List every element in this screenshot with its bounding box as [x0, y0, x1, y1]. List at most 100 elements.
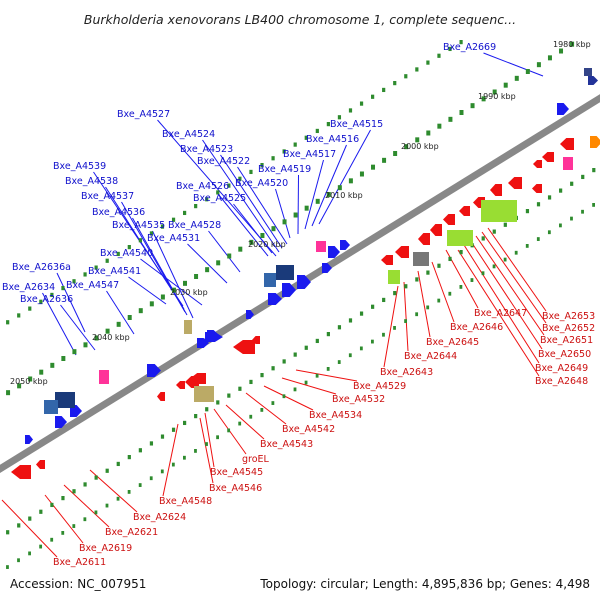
gene-label-reverse[interactable]: Bxe_A4534	[309, 410, 362, 421]
hypothetical-feature[interactable]	[276, 265, 294, 280]
reverse-gene-arrow[interactable]	[11, 465, 31, 479]
gene-label-reverse[interactable]: Bxe_A2652	[542, 323, 595, 334]
reverse-gene-arrow[interactable]	[443, 214, 455, 225]
gene-label-forward[interactable]: Bxe_A4540	[100, 248, 153, 259]
gene-label-reverse[interactable]: Bxe_A2647	[474, 308, 527, 319]
gene-label-reverse[interactable]: Bxe_A2651	[540, 335, 593, 346]
gene-label-reverse[interactable]: Bxe_A4548	[159, 496, 212, 507]
gene-label-forward[interactable]: Bxe_A4526	[176, 181, 229, 192]
gene-label-forward[interactable]: Bxe_A4531	[147, 233, 200, 244]
misc-feature[interactable]	[194, 386, 214, 402]
gene-label-forward[interactable]: Bxe_A4538	[65, 176, 118, 187]
reverse-gene-arrow[interactable]	[542, 152, 554, 162]
gene-label-reverse[interactable]: Bxe_A2644	[404, 351, 457, 362]
scale-tick-mark	[39, 369, 44, 375]
forward-gene-arrow[interactable]	[205, 332, 223, 342]
gene-label-forward[interactable]: Bxe_A4536	[92, 207, 145, 218]
gene-label-reverse[interactable]: Bxe_A4545	[210, 467, 263, 478]
gene-label-reverse[interactable]: Bxe_A2624	[133, 512, 186, 523]
gene-label-forward[interactable]: Bxe_A4519	[258, 164, 311, 175]
gene-label-reverse[interactable]: Bxe_A2650	[538, 349, 591, 360]
gene-label-forward[interactable]: Bxe_A4547	[66, 280, 119, 291]
gene-label-reverse[interactable]: Bxe_A2619	[79, 543, 132, 554]
forward-gene-arrow[interactable]	[588, 76, 598, 85]
forward-gene-arrow[interactable]	[322, 263, 332, 273]
gene-label-reverse[interactable]: Bxe_A2621	[105, 527, 158, 538]
gene-label-reverse[interactable]: Bxe_A2649	[535, 363, 588, 374]
gene-label-reverse[interactable]: Bxe_A2646	[450, 322, 503, 333]
reverse-gene-arrow[interactable]	[176, 381, 185, 389]
gene-label-forward[interactable]: Bxe_A4541	[88, 266, 141, 277]
gene-label-forward[interactable]: Bxe_A4520	[235, 178, 288, 189]
gene-label-forward[interactable]: Bxe_A4523	[180, 144, 233, 155]
label-leader-line	[140, 258, 203, 306]
forward-gene-arrow[interactable]	[268, 293, 282, 305]
hypothetical-feature[interactable]	[264, 273, 276, 287]
reverse-gene-arrow[interactable]	[508, 177, 522, 189]
pseudogene-feature[interactable]	[563, 157, 573, 170]
reverse-gene-arrow[interactable]	[490, 184, 502, 196]
forward-gene-arrow[interactable]	[55, 416, 67, 428]
gene-label-forward[interactable]: Bxe_A4524	[162, 129, 215, 140]
gene-label-forward[interactable]: Bxe_A4528	[168, 220, 221, 231]
gene-label-reverse[interactable]: Bxe_A4546	[209, 483, 262, 494]
pseudogene-feature[interactable]	[99, 370, 109, 384]
gene-label-forward[interactable]: Bxe_A2636	[20, 294, 73, 305]
gene-label-reverse[interactable]: Bxe_A2645	[426, 337, 479, 348]
reverse-gene-arrow[interactable]	[252, 336, 260, 344]
gene-label-reverse[interactable]: Bxe_A4543	[260, 439, 313, 450]
gene-label-forward[interactable]: Bxe_A2636a	[12, 262, 71, 273]
reverse-gene-arrow[interactable]	[157, 392, 165, 401]
reverse-gene-arrow[interactable]	[381, 255, 393, 265]
gene-label-reverse[interactable]: Bxe_A4542	[282, 424, 335, 435]
label-leader-line	[417, 270, 431, 338]
gene-label-forward[interactable]: Bxe_A4515	[330, 119, 383, 130]
reverse-gene-arrow[interactable]	[459, 206, 470, 216]
gene-label-reverse[interactable]: Bxe_A2611	[53, 557, 106, 568]
reverse-gene-arrow[interactable]	[36, 460, 45, 469]
gene-label-forward[interactable]: Bxe_A4527	[117, 109, 170, 120]
misc-feature[interactable]	[184, 320, 192, 334]
gene-label-reverse[interactable]: Bxe_A2653	[542, 311, 595, 322]
forward-gene-arrow[interactable]	[297, 275, 311, 289]
reverse-gene-arrow[interactable]	[532, 184, 542, 193]
gene-label-reverse[interactable]: groEL	[242, 454, 270, 465]
reverse-gene-arrow[interactable]	[560, 138, 574, 150]
reverse-gene-arrow[interactable]	[430, 224, 442, 236]
rna-feature[interactable]	[388, 270, 400, 284]
pseudogene-feature[interactable]	[316, 241, 326, 252]
rna-feature[interactable]	[447, 230, 473, 246]
reverse-gene-arrow[interactable]	[395, 246, 409, 258]
gene-label-forward[interactable]: Bxe_A4525	[193, 193, 246, 204]
reverse-gene-arrow[interactable]	[418, 233, 430, 245]
gene-label-reverse[interactable]: Bxe_A4532	[332, 394, 385, 405]
hypothetical-feature[interactable]	[44, 400, 58, 414]
gene-label-forward[interactable]: Bxe_A2669	[443, 42, 496, 53]
forward-gene-arrow[interactable]	[328, 246, 340, 258]
hypothetical-feature[interactable]	[584, 68, 592, 76]
gene-label-forward[interactable]: Bxe_A4535	[112, 220, 165, 231]
gene-label-forward[interactable]: Bxe_A2634	[2, 282, 55, 293]
forward-gene-arrow[interactable]	[147, 364, 161, 377]
reverse-gene-arrow[interactable]	[533, 160, 542, 168]
rna-feature[interactable]	[481, 200, 517, 222]
gene-label-reverse[interactable]: Bxe_A2643	[380, 367, 433, 378]
forward-gene-arrow[interactable]	[25, 435, 33, 444]
gene-label-forward[interactable]: Bxe_A4517	[283, 149, 336, 160]
misc-gray-feature[interactable]	[413, 252, 429, 266]
scale-tick-mark	[503, 82, 508, 88]
gene-label-forward[interactable]: Bxe_A4522	[197, 156, 250, 167]
forward-gene-arrow[interactable]	[557, 103, 569, 115]
gene-label-forward[interactable]: Bxe_A4539	[53, 161, 106, 172]
reverse-gene-arrow[interactable]	[233, 340, 255, 354]
forward-gene-arrow[interactable]	[282, 283, 296, 297]
hypothetical-feature[interactable]	[55, 392, 75, 408]
forward-gene-arrow[interactable]	[246, 310, 254, 319]
gene-label-forward[interactable]: Bxe_A4537	[81, 191, 134, 202]
reverse-gene-arrow[interactable]	[190, 373, 206, 384]
gene-label-reverse[interactable]: Bxe_A4529	[353, 381, 406, 392]
gene-label-forward[interactable]: Bxe_A4516	[306, 134, 359, 145]
forward-gene-arrow[interactable]	[340, 240, 350, 250]
misc-feature-arrow[interactable]	[590, 136, 600, 148]
gene-label-reverse[interactable]: Bxe_A2648	[535, 376, 588, 387]
